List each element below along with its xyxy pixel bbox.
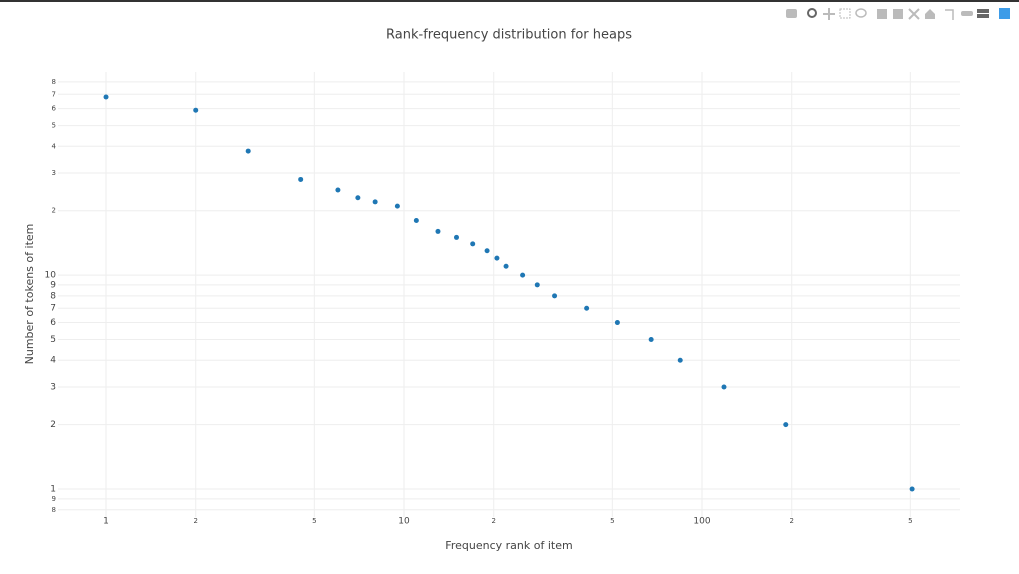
hover-compare-icon-part — [977, 14, 989, 18]
point — [494, 255, 500, 261]
zoom-in-icon[interactable] — [877, 9, 887, 19]
y-tick-label: 3 — [50, 382, 56, 392]
y-tick-label: 1 — [50, 485, 56, 495]
y-tick-label: 2 — [50, 420, 56, 430]
y-tick-label: 5 — [50, 335, 56, 345]
hover-compare-icon[interactable] — [977, 9, 989, 13]
point — [372, 199, 378, 205]
y-axis-title: Number of tokens of item — [23, 224, 36, 365]
x-tick-label: 1 — [103, 517, 109, 527]
point — [453, 234, 459, 240]
point — [503, 263, 509, 269]
y-tick-label: 7 — [50, 304, 56, 314]
reset-icon[interactable] — [925, 9, 935, 19]
point — [909, 486, 915, 492]
point — [193, 107, 199, 113]
x-tick-label: 2 — [193, 517, 197, 525]
x-tick-label: 5 — [610, 517, 614, 525]
point — [298, 176, 304, 182]
y-tick-label: 9 — [50, 280, 56, 290]
point — [614, 320, 620, 326]
point — [245, 148, 251, 154]
point — [484, 248, 490, 254]
hover-closest-icon[interactable] — [961, 11, 973, 16]
camera-icon[interactable] — [786, 9, 797, 18]
point — [520, 272, 526, 278]
point — [721, 384, 727, 390]
point — [470, 241, 476, 247]
x-tick-label: 10 — [398, 517, 410, 527]
y-tick-label: 3 — [52, 169, 56, 177]
chart-title: Rank-frequency distribution for heaps — [386, 28, 632, 43]
spike-icon[interactable] — [945, 9, 954, 20]
point — [677, 357, 683, 363]
point — [648, 336, 654, 342]
point — [103, 94, 109, 100]
point — [413, 217, 419, 223]
x-tick-label: 2 — [789, 517, 793, 525]
x-tick-label: 5 — [312, 517, 316, 525]
modebar[interactable] — [786, 8, 1010, 20]
y-tick-label: 2 — [52, 207, 56, 215]
y-tick-label: 8 — [52, 78, 56, 86]
point — [584, 305, 590, 311]
lasso-icon[interactable] — [855, 8, 867, 18]
point — [783, 422, 789, 428]
y-tick-label: 6 — [50, 318, 56, 328]
point — [435, 228, 441, 234]
plotly-logo[interactable] — [999, 8, 1010, 19]
y-tick-label: 8 — [50, 291, 56, 301]
y-tick-label: 9 — [52, 495, 56, 503]
y-tick-label: 7 — [52, 90, 56, 98]
autoscale-icon[interactable] — [908, 8, 920, 20]
y-tick-label: 5 — [52, 122, 56, 130]
y-tick-label: 4 — [52, 142, 57, 150]
pan-icon[interactable] — [823, 8, 835, 20]
point — [534, 282, 540, 288]
point — [552, 293, 558, 299]
zoom-out-icon[interactable] — [893, 9, 903, 19]
point — [394, 203, 400, 209]
top-border — [0, 0, 1019, 2]
y-tick-label: 6 — [52, 105, 57, 113]
box-select-icon[interactable] — [839, 8, 851, 19]
x-axis-title: Frequency rank of item — [445, 539, 572, 552]
x-tick-label: 5 — [908, 517, 912, 525]
x-tick-label: 100 — [693, 517, 710, 527]
y-tick-label: 4 — [50, 356, 56, 366]
y-tick-label: 8 — [52, 506, 56, 514]
point — [355, 195, 361, 201]
y-tick-label: 10 — [45, 271, 57, 281]
x-tick-label: 2 — [491, 517, 495, 525]
point — [335, 187, 341, 193]
zoom-icon[interactable] — [807, 8, 817, 18]
